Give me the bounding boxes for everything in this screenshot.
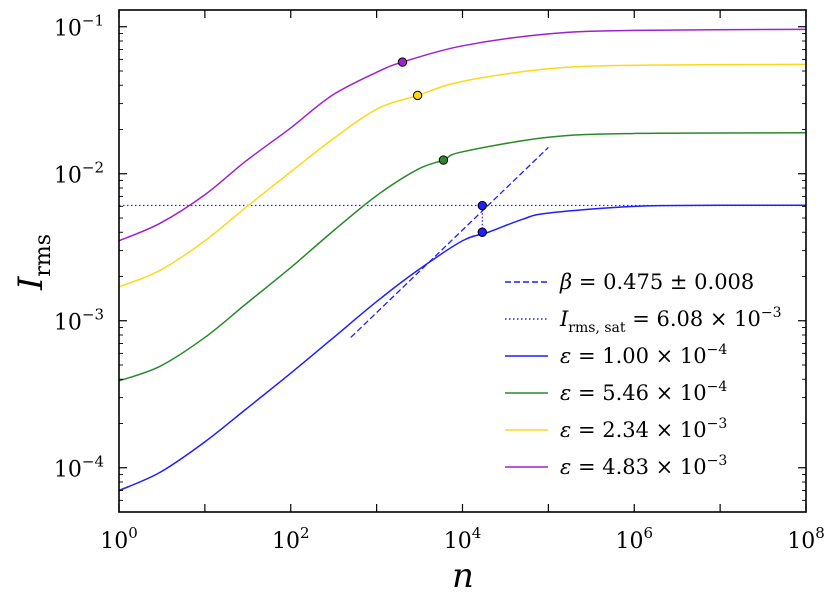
series-line-3 [119, 28, 806, 242]
x-tick-label: 100 [100, 524, 138, 554]
x-tick-label: 108 [787, 524, 825, 554]
legend-label-3: ε = 5.46 × 10−4 [560, 379, 727, 405]
y-tick-label: 10−4 [54, 453, 104, 483]
plot-area [119, 28, 806, 492]
y-tick-label: 10−3 [54, 306, 104, 336]
axes: 100 102 104 106 108 10−4 10−3 10−2 10−1 n Irms [11, 9, 825, 593]
legend: β = 0.475 ± 0.008 Irms, sat = 6.08 × 10−3… [505, 270, 782, 479]
x-tick-label: 102 [272, 524, 310, 554]
saturation-marker [477, 200, 487, 211]
legend-label-4: ε = 2.34 × 10−3 [560, 416, 727, 442]
y-axis-title: Irms [11, 234, 56, 291]
series-marker-3 [397, 57, 408, 67]
y-tick-label: 10−2 [54, 159, 104, 189]
series-marker-0 [477, 227, 487, 237]
x-axis-title: n [452, 556, 474, 593]
legend-label-2: ε = 1.00 × 10−4 [560, 342, 727, 368]
legend-label-0: β = 0.475 ± 0.008 [559, 270, 754, 294]
y-tick-label: 10−1 [54, 12, 104, 42]
series-line-2 [119, 63, 806, 288]
x-tick-label: 106 [615, 524, 653, 554]
legend-label-1: Irms, sat = 6.08 × 10−3 [559, 305, 782, 336]
series-marker-2 [412, 90, 423, 101]
series-marker-1 [438, 155, 449, 165]
legend-label-5: ε = 4.83 × 10−3 [560, 453, 727, 479]
fit-line [350, 146, 549, 338]
series-line-1 [119, 132, 806, 382]
x-tick-label: 104 [444, 524, 482, 554]
